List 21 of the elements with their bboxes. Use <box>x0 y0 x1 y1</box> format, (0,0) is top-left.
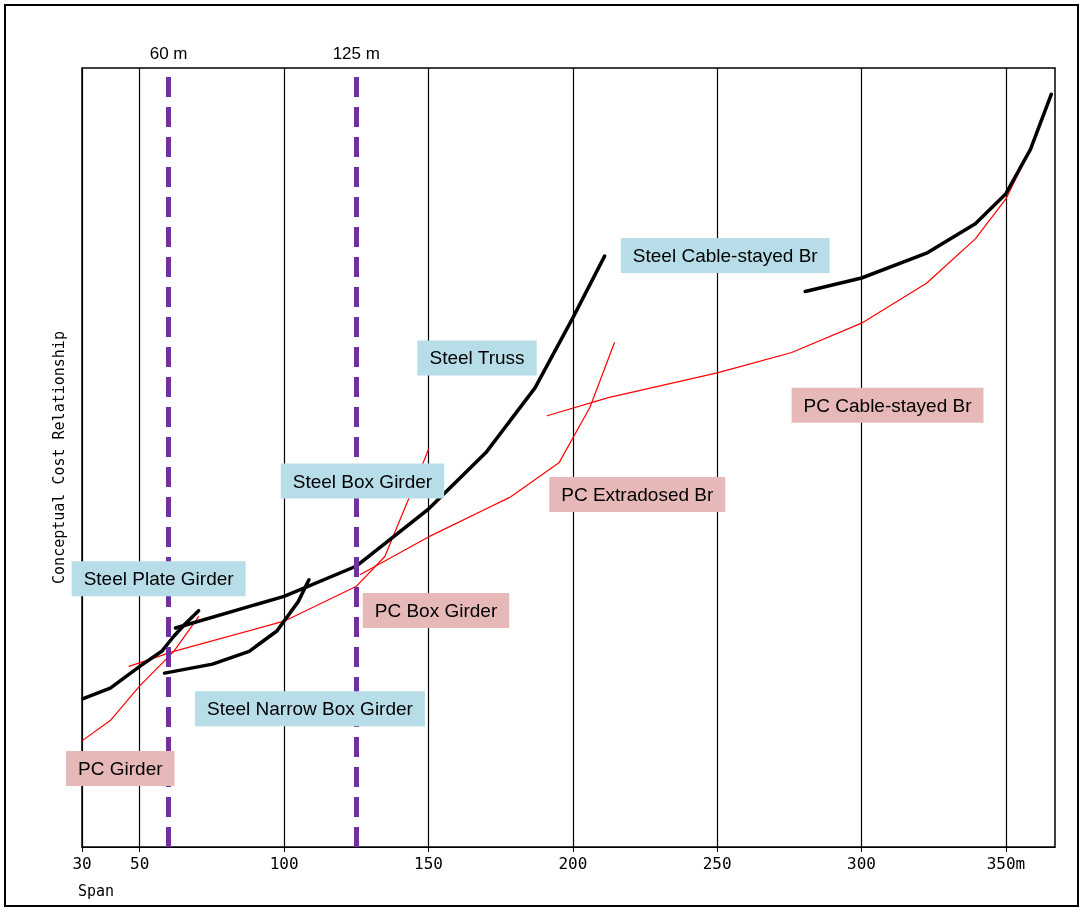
annotation: Steel Truss <box>429 347 525 369</box>
series-label: Steel Box Girder <box>292 470 433 492</box>
x-tick-label: 250 <box>702 853 732 873</box>
x-tick-label: 50 <box>130 853 150 873</box>
series-label: PC Extradosed Br <box>561 483 714 505</box>
series-label: PC Girder <box>78 758 164 780</box>
series-label: Steel Narrow Box Girder <box>206 698 414 720</box>
text: PC Cable-stayed Br <box>803 394 973 416</box>
ref-line-label: 60 m <box>149 44 188 63</box>
x-tick-label: 150 <box>414 853 443 873</box>
series-label: PC Box Girder <box>374 600 498 622</box>
x-tick-label: 30 <box>72 853 92 873</box>
ref-line-label: 125 m <box>332 44 380 63</box>
series-label: Steel Cable-stayed Br <box>632 245 819 267</box>
x-tick-label: 100 <box>269 853 299 873</box>
y-axis-title: Conceptual Cost Relationship <box>49 331 68 584</box>
x-tick-label: 200 <box>558 853 588 873</box>
x-tick-label: 350m <box>986 853 1026 873</box>
x-tick-label: 300 <box>847 853 877 873</box>
x-axis-title: Span <box>78 881 115 900</box>
text: Steel Plate Girder <box>83 568 235 590</box>
